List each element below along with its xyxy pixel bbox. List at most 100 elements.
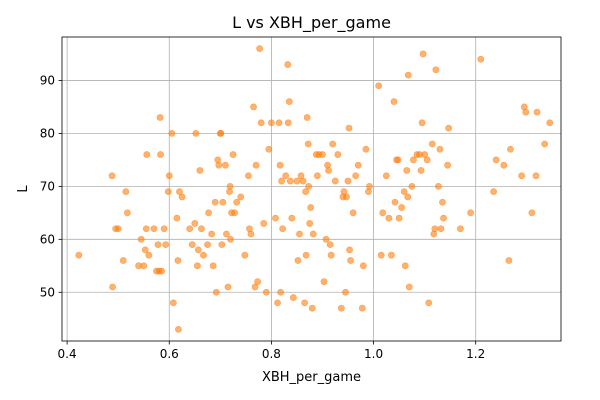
scatter-point: [108, 172, 116, 180]
scatter-point: [260, 220, 268, 227]
chart-title: L vs XBH_per_game: [232, 13, 391, 33]
scatter-point: [226, 182, 234, 190]
scatter-point: [284, 61, 292, 68]
y-tick-label: 50: [40, 285, 55, 299]
scatter-point: [245, 172, 252, 180]
scatter-point: [186, 225, 194, 233]
scatter-point: [154, 241, 162, 249]
scatter-point: [233, 198, 241, 206]
scatter-point: [227, 235, 234, 243]
scatter-point: [327, 251, 335, 259]
scatter-point: [532, 172, 540, 180]
scatter-point: [217, 129, 225, 137]
scatter-point: [320, 278, 328, 286]
scatter-point: [440, 214, 447, 222]
scatter-point: [302, 188, 310, 196]
scatter-point: [395, 214, 403, 222]
scatter-point: [211, 198, 219, 206]
scatter-point: [352, 172, 360, 180]
scatter-point: [500, 161, 508, 169]
scatter-point: [212, 288, 220, 296]
scatter-point: [362, 145, 370, 153]
scatter-point: [165, 172, 173, 180]
y-tick-label: 80: [40, 127, 55, 141]
scatter-point: [319, 151, 326, 158]
scatter-point: [309, 230, 317, 238]
scatter-point: [437, 225, 445, 233]
scatter-point: [301, 299, 309, 307]
scatter-point: [224, 283, 232, 291]
scatter-point: [343, 193, 350, 201]
scatter-point: [178, 193, 186, 201]
scatter-point: [492, 156, 500, 164]
scatter-point: [408, 182, 416, 190]
scatter-point: [175, 325, 182, 333]
scatter-point: [160, 225, 168, 233]
scatter-point: [285, 98, 293, 106]
scatter-point: [334, 151, 342, 158]
scatter-point: [444, 161, 452, 169]
scatter-point: [347, 257, 354, 264]
scatter-point: [200, 251, 207, 259]
scatter-point: [198, 225, 205, 233]
scatter-point: [349, 209, 357, 217]
scatter-point: [404, 71, 412, 79]
scatter-point: [417, 167, 425, 174]
scatter-point: [174, 257, 182, 264]
scatter-point: [379, 209, 387, 217]
y-tick-label: 90: [40, 74, 55, 88]
scatter-point: [231, 209, 239, 217]
scatter-point: [223, 230, 230, 238]
x-axis-label: XBH_per_game: [262, 370, 361, 385]
scatter-point: [257, 119, 265, 127]
scatter-point: [164, 188, 172, 196]
scatter-point: [385, 214, 393, 222]
scatter-point: [114, 225, 122, 233]
scatter-point: [533, 108, 541, 116]
scatter-point: [268, 119, 275, 127]
scatter-point: [337, 304, 345, 312]
scatter-point: [425, 299, 433, 307]
scatter-point: [366, 182, 373, 190]
scatter-point: [299, 177, 307, 185]
scatter-point: [241, 251, 249, 259]
scatter-point: [329, 140, 337, 148]
scatter-point: [528, 209, 536, 217]
scatter-point: [218, 241, 226, 249]
scatter-point: [400, 188, 408, 196]
scatter-point: [256, 45, 264, 53]
scatter-point: [403, 167, 411, 174]
scatter-point: [302, 251, 310, 259]
scatter-point: [404, 193, 412, 201]
scatter-point: [277, 288, 284, 296]
scatter-point: [390, 98, 398, 106]
y-tick-label: 70: [40, 180, 55, 194]
scatter-point: [250, 103, 257, 111]
scatter-point: [169, 299, 177, 307]
scatter-point: [140, 262, 148, 270]
scatter-point: [158, 267, 165, 275]
scatter-point: [284, 119, 292, 127]
scatter-point: [326, 241, 334, 249]
scatter-point: [141, 246, 149, 254]
scatter-point: [405, 283, 413, 291]
scatter-point: [75, 251, 83, 259]
scatter-point: [304, 140, 312, 148]
scatter-point: [143, 151, 151, 158]
scatter-point: [289, 294, 297, 301]
scatter-point: [274, 299, 281, 307]
scatter-point: [546, 119, 554, 127]
scatter-point: [205, 209, 212, 217]
scatter-point: [428, 140, 436, 148]
scatter-point: [418, 119, 426, 127]
scatter-point: [522, 108, 530, 116]
axis-ticks: 0.4 0.6 0.8 1.0 1.2 50 60 70 80 90: [40, 74, 486, 361]
scatter-point: [168, 129, 176, 137]
x-tick-label: 1.2: [466, 347, 485, 361]
scatter-point: [305, 182, 313, 190]
scatter-point: [436, 145, 444, 153]
scatter-point: [445, 124, 453, 132]
scatter-point: [409, 156, 417, 164]
scatter-point: [325, 167, 333, 174]
scatter-point: [196, 167, 204, 174]
